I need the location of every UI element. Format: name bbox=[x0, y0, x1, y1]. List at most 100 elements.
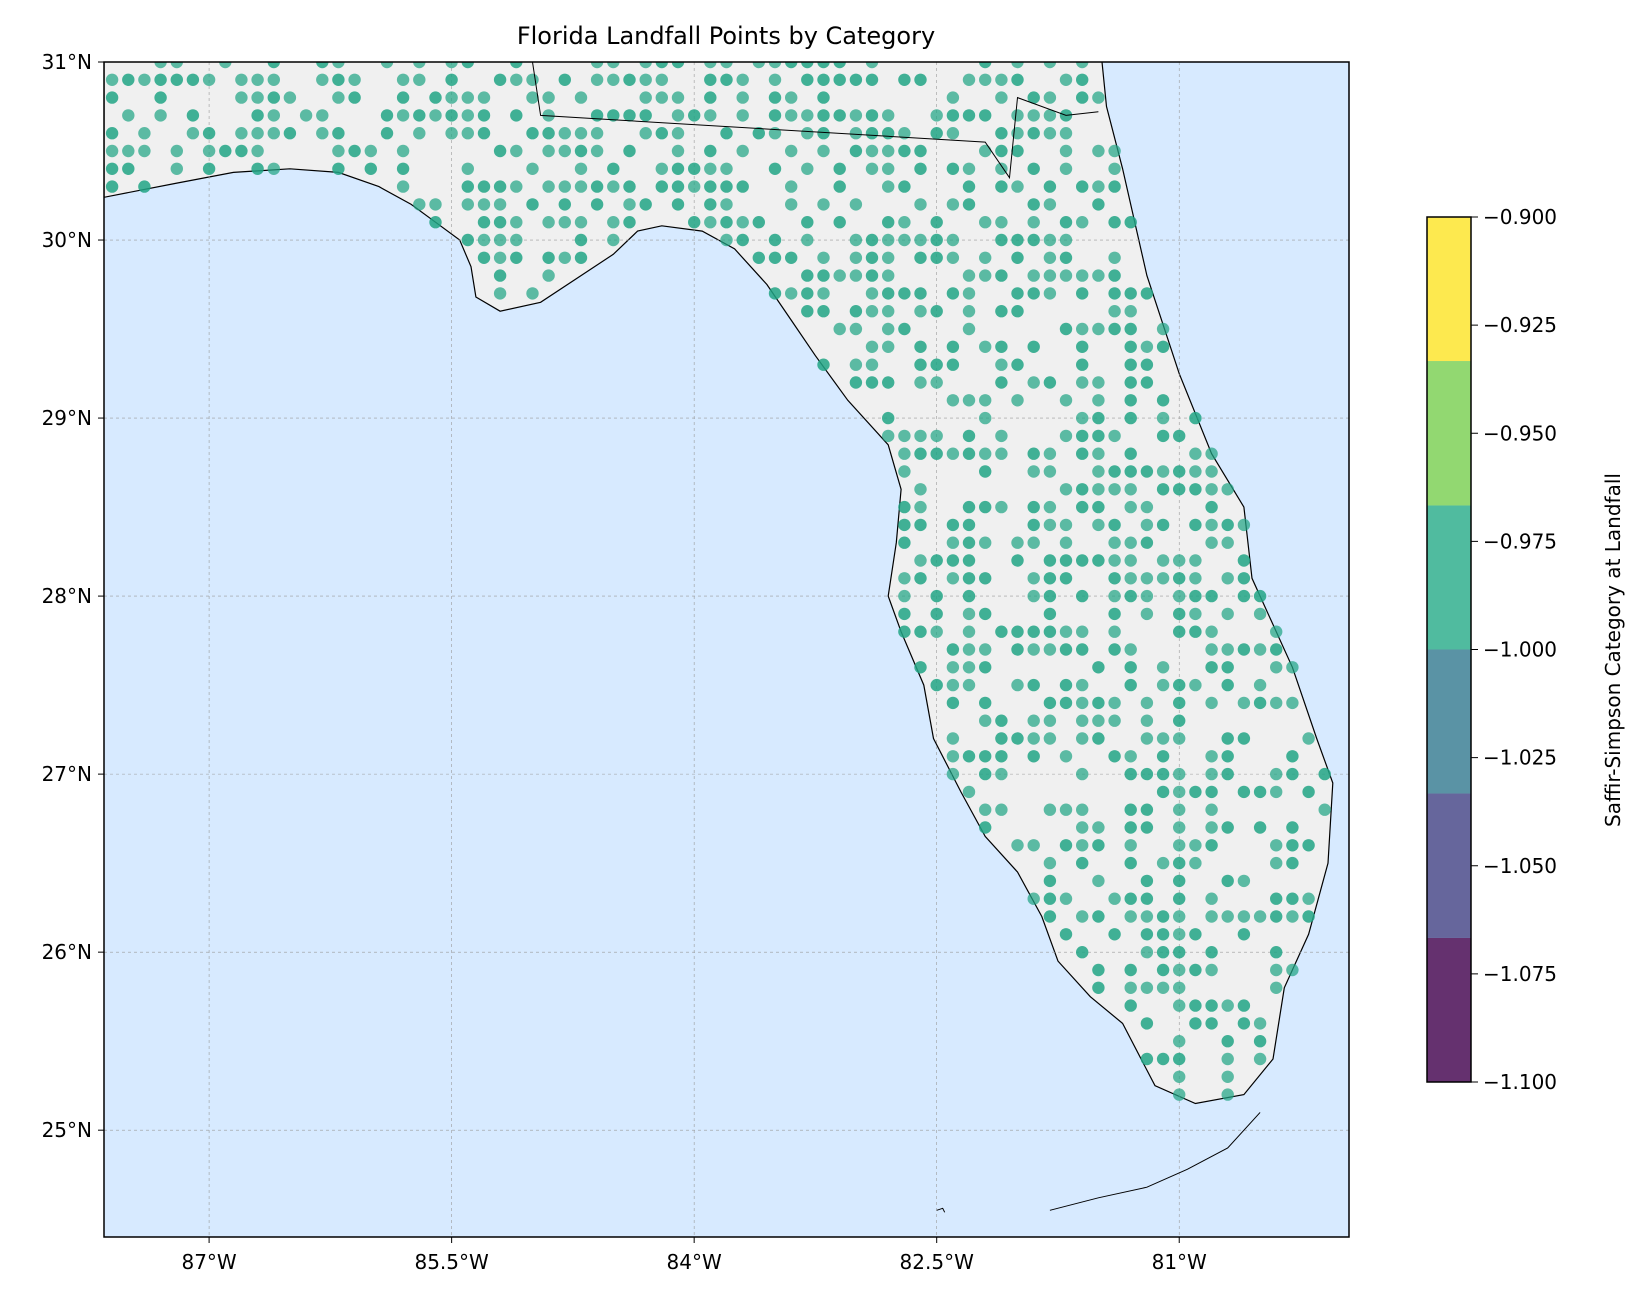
landfall-point bbox=[1286, 661, 1299, 674]
landfall-point bbox=[1124, 856, 1137, 870]
landfall-point bbox=[1043, 643, 1057, 656]
landfall-point bbox=[1124, 839, 1137, 852]
landfall-point bbox=[817, 251, 830, 264]
landfall-point bbox=[1011, 394, 1024, 407]
landfall-point bbox=[1286, 892, 1299, 905]
landfall-point bbox=[946, 678, 960, 692]
landfall-point bbox=[1205, 447, 1218, 460]
landfall-point bbox=[946, 643, 960, 656]
landfall-point bbox=[995, 91, 1008, 104]
landfall-point bbox=[1173, 429, 1186, 443]
map-area[interactable] bbox=[104, 26, 1349, 1237]
landfall-point bbox=[1253, 589, 1267, 603]
landfall-point bbox=[962, 643, 976, 656]
landfall-point bbox=[542, 216, 555, 229]
landfall-point bbox=[542, 144, 555, 158]
landfall-point bbox=[865, 251, 879, 264]
landfall-point bbox=[914, 198, 927, 211]
landfall-point bbox=[1027, 732, 1040, 745]
landfall-point bbox=[801, 73, 814, 87]
landfall-point bbox=[1253, 1052, 1267, 1066]
colorbar-band bbox=[1427, 793, 1471, 938]
landfall-point bbox=[396, 144, 410, 158]
landfall-point bbox=[558, 216, 571, 229]
landfall-point bbox=[930, 376, 943, 389]
landfall-point bbox=[736, 216, 749, 229]
landfall-point bbox=[914, 572, 927, 585]
landfall-point bbox=[736, 91, 749, 104]
landfall-point bbox=[267, 162, 280, 175]
landfall-point bbox=[946, 732, 960, 745]
landfall-point bbox=[688, 216, 701, 229]
landfall-point bbox=[1205, 465, 1218, 478]
landfall-point bbox=[105, 91, 119, 104]
colorbar-tick-label: −0.975 bbox=[1483, 529, 1557, 553]
landfall-point bbox=[1189, 999, 1202, 1012]
landfall-point bbox=[574, 251, 588, 264]
landfall-point bbox=[1156, 750, 1170, 763]
lat-tick-label: 30°N bbox=[42, 228, 92, 252]
landfall-point bbox=[1124, 892, 1137, 905]
landfall-point bbox=[962, 269, 976, 282]
landfall-point bbox=[1027, 892, 1040, 905]
landfall-point bbox=[1173, 821, 1186, 834]
landfall-point bbox=[914, 518, 927, 532]
landfall-point bbox=[1092, 839, 1105, 852]
landfall-point bbox=[655, 91, 668, 104]
landfall-point bbox=[768, 162, 782, 175]
landfall-point bbox=[898, 625, 911, 638]
landfall-point bbox=[979, 411, 992, 425]
landfall-point bbox=[1011, 180, 1024, 193]
landfall-point bbox=[962, 162, 976, 175]
landfall-point bbox=[882, 127, 895, 140]
landfall-point bbox=[1059, 216, 1073, 229]
landfall-point bbox=[461, 198, 474, 211]
landfall-point bbox=[849, 144, 863, 158]
landfall-point bbox=[1189, 465, 1202, 478]
landfall-point bbox=[1156, 981, 1170, 994]
landfall-point bbox=[1189, 928, 1202, 941]
landfall-point bbox=[882, 287, 895, 300]
landfall-point bbox=[251, 109, 264, 122]
landfall-point bbox=[639, 127, 652, 140]
landfall-point bbox=[639, 73, 652, 87]
landfall-point bbox=[1076, 447, 1089, 460]
landfall-point bbox=[946, 750, 960, 763]
landfall-point bbox=[671, 62, 685, 69]
landfall-point bbox=[1076, 821, 1089, 834]
landfall-point bbox=[979, 340, 992, 353]
landfall-point bbox=[882, 411, 895, 425]
landfall-point bbox=[962, 394, 976, 407]
landfall-point bbox=[720, 73, 733, 87]
landfall-point bbox=[930, 109, 943, 122]
lat-tick-label: 27°N bbox=[42, 762, 92, 786]
landfall-point bbox=[1140, 928, 1154, 941]
landfall-point bbox=[979, 696, 992, 710]
landfall-point bbox=[946, 572, 960, 585]
landfall-point bbox=[946, 109, 960, 122]
landfall-point bbox=[1108, 251, 1121, 264]
landfall-point bbox=[1043, 287, 1057, 300]
landfall-point bbox=[736, 233, 749, 247]
landfall-point bbox=[623, 198, 636, 211]
landfall-point bbox=[898, 144, 911, 158]
landfall-point bbox=[736, 109, 749, 122]
landfall-point bbox=[704, 73, 717, 87]
landfall-point bbox=[882, 144, 895, 158]
landfall-point bbox=[865, 376, 879, 389]
landfall-point bbox=[574, 127, 588, 140]
landfall-point bbox=[962, 322, 976, 336]
landfall-point bbox=[590, 180, 604, 193]
landfall-point bbox=[1108, 554, 1121, 567]
landfall-point bbox=[914, 500, 927, 514]
colorbar-bands bbox=[1427, 217, 1471, 1082]
map-title: Florida Landfall Points by Category bbox=[517, 22, 935, 50]
landfall-point bbox=[1124, 963, 1137, 977]
landfall-point bbox=[590, 198, 604, 211]
landfall-point bbox=[1059, 394, 1073, 407]
landfall-point bbox=[1092, 661, 1105, 674]
landfall-point bbox=[364, 144, 377, 158]
landfall-point bbox=[752, 62, 765, 69]
landfall-point bbox=[1059, 429, 1073, 443]
landfall-point bbox=[979, 821, 992, 834]
